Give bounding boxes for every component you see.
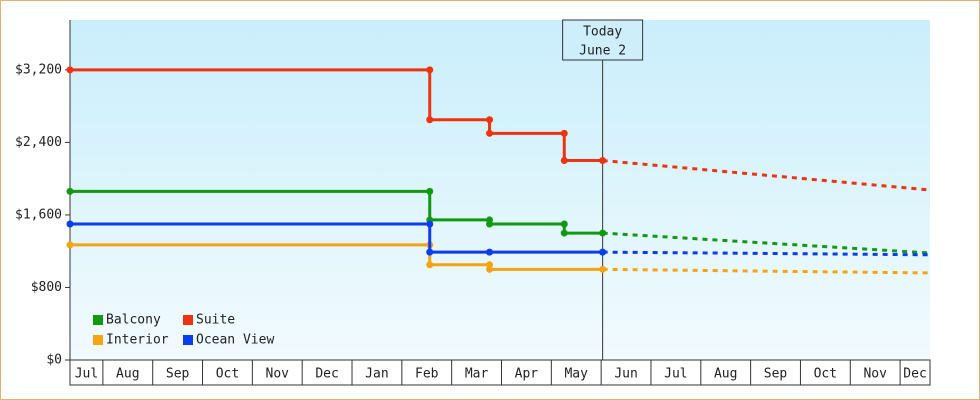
- today-label: Today: [583, 25, 622, 40]
- price-point: [560, 157, 568, 165]
- x-tick-label: Aug: [714, 367, 737, 382]
- price-point: [486, 129, 494, 137]
- x-tick-label: Jan: [365, 367, 388, 382]
- legend-label: Balcony: [106, 313, 161, 328]
- x-tick-label: May: [564, 367, 588, 382]
- legend-label: Ocean View: [196, 333, 274, 348]
- price-point: [426, 248, 434, 256]
- price-point: [599, 265, 607, 273]
- price-point: [599, 157, 607, 165]
- price-line: [70, 68, 603, 163]
- price-point: [599, 229, 607, 237]
- price-point: [426, 220, 434, 228]
- x-tick-label: Aug: [116, 367, 139, 382]
- today-box: [562, 19, 644, 61]
- price-point: [66, 220, 74, 228]
- x-tick-label: Feb: [415, 367, 439, 382]
- x-tick-label: Apr: [515, 367, 539, 382]
- x-tick-label: Sep: [764, 367, 788, 382]
- x-tick-label: Jul: [664, 367, 687, 382]
- x-tick-label: Dec: [903, 367, 926, 382]
- legend-swatch: [183, 315, 193, 325]
- x-tick-label: Nov: [863, 367, 887, 382]
- y-tick-label: $1,600: [15, 207, 62, 222]
- x-tick-label: Sep: [166, 367, 190, 382]
- price-point: [66, 241, 74, 249]
- x-tick-label: Mar: [465, 367, 489, 382]
- y-tick-label: $2,400: [15, 135, 62, 150]
- x-tick-label: Oct: [814, 367, 837, 382]
- x-tick-label: Nov: [266, 367, 290, 382]
- price-point: [486, 248, 494, 256]
- price-point: [486, 265, 494, 273]
- x-tick-label: Jul: [75, 367, 98, 382]
- legend-label: Suite: [196, 313, 235, 328]
- price-point: [426, 66, 434, 74]
- forecast-line: [602, 250, 931, 257]
- price-point: [486, 116, 494, 124]
- price-point: [66, 187, 74, 195]
- y-tick-label: $3,200: [15, 62, 62, 77]
- y-tick-label: $0: [46, 353, 62, 368]
- x-tick-label: Oct: [216, 367, 239, 382]
- price-point: [426, 261, 434, 269]
- price-point: [560, 220, 568, 228]
- legend-swatch: [183, 335, 193, 345]
- x-axis-band: [69, 359, 931, 386]
- price-line: [70, 243, 603, 271]
- price-point: [66, 66, 74, 74]
- x-tick-label: Dec: [315, 367, 338, 382]
- price-point: [426, 116, 434, 124]
- legend-swatch: [93, 315, 103, 325]
- y-tick-label: $800: [31, 280, 62, 295]
- price-point: [560, 229, 568, 237]
- forecast-line: [602, 231, 931, 255]
- forecast-line: [602, 159, 931, 192]
- price-point: [426, 187, 434, 195]
- x-tick-label: Jun: [614, 367, 637, 382]
- price-point: [486, 220, 494, 228]
- forecast-line: [602, 267, 931, 275]
- price-point: [599, 248, 607, 256]
- legend-label: Interior: [106, 333, 169, 348]
- legend-swatch: [93, 335, 103, 345]
- price-point: [560, 129, 568, 137]
- today-label: June 2: [579, 44, 626, 59]
